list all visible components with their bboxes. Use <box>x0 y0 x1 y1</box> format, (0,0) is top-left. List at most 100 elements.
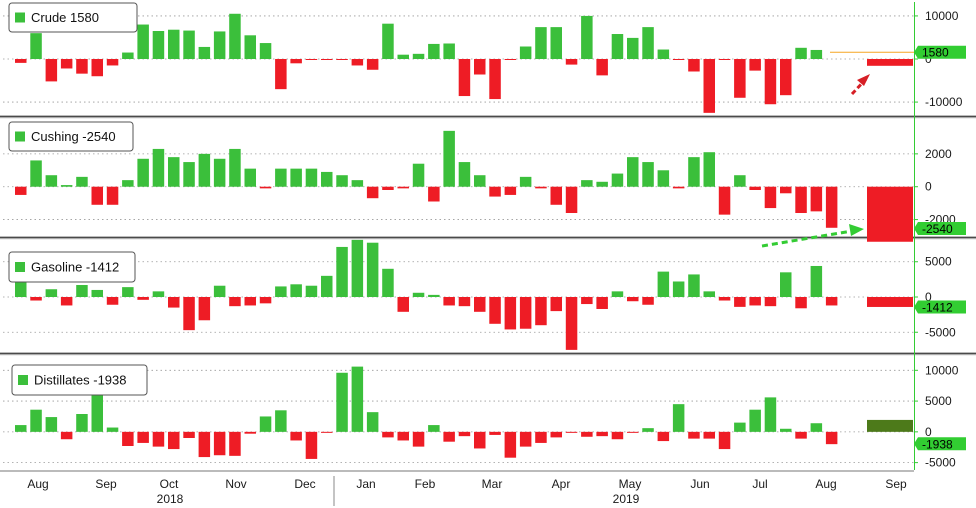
bar <box>825 186 838 228</box>
bar <box>780 272 792 297</box>
bar <box>106 297 119 305</box>
x-tick-label: Apr <box>552 477 571 491</box>
value-flag-label: -1938 <box>922 437 953 451</box>
bar <box>290 284 302 297</box>
bar <box>122 180 134 187</box>
bar <box>76 59 88 74</box>
value-flag-label: -1412 <box>922 300 953 314</box>
bar <box>627 37 639 59</box>
bar <box>15 59 27 63</box>
bar <box>749 409 761 432</box>
y-tick-label: 0 <box>925 425 932 439</box>
y-tick-label: 5000 <box>925 394 952 408</box>
bar <box>152 431 165 447</box>
x-tick-label: Nov <box>225 477 246 491</box>
bar <box>152 31 165 59</box>
bar <box>718 186 731 215</box>
bar <box>504 59 517 60</box>
bar <box>168 297 180 308</box>
bar <box>366 186 379 199</box>
y-tick-label: 0 <box>925 52 932 66</box>
bar <box>703 431 715 439</box>
bar <box>183 162 195 187</box>
bar <box>198 297 211 321</box>
bar <box>535 27 547 59</box>
bar <box>734 59 746 98</box>
latest-week-bar <box>867 419 913 432</box>
bar <box>336 175 348 187</box>
x-tick-label: Oct <box>160 477 179 491</box>
bar <box>627 431 639 433</box>
bar <box>795 297 807 309</box>
bar <box>76 176 88 187</box>
bar <box>106 59 119 66</box>
x-tick-label: Aug <box>27 477 48 491</box>
legend-box <box>11 364 148 396</box>
bar <box>810 49 823 59</box>
bar <box>30 297 42 301</box>
bar <box>351 366 364 432</box>
bar <box>76 285 88 297</box>
bar <box>428 186 440 202</box>
bar <box>718 431 731 450</box>
x-tick-label: Sep <box>885 477 907 491</box>
bar <box>458 59 471 97</box>
bar <box>152 148 165 187</box>
bar <box>535 431 547 443</box>
bar <box>642 297 654 305</box>
bar <box>30 409 42 432</box>
green-arrow-line <box>761 229 853 248</box>
bar <box>290 168 302 187</box>
legend-box <box>8 121 134 152</box>
bar <box>749 297 761 306</box>
bar <box>15 277 27 297</box>
legend: Gasoline -1412 <box>8 251 136 283</box>
x-tick-label: Jan <box>356 477 375 491</box>
bar <box>183 431 195 438</box>
bar <box>734 422 746 432</box>
bar <box>213 158 226 187</box>
bar <box>183 30 195 59</box>
latest-week-bar <box>867 297 913 307</box>
bar <box>275 59 287 90</box>
bar <box>581 431 593 437</box>
bar <box>672 186 685 189</box>
legend-label: Crude 1580 <box>31 10 99 25</box>
bar <box>642 27 654 59</box>
bar <box>168 157 180 187</box>
bar <box>321 59 333 60</box>
bar <box>581 180 593 187</box>
value-flag-label: 1580 <box>922 46 949 60</box>
bar <box>198 153 211 187</box>
bar <box>688 157 700 187</box>
bar <box>596 431 608 437</box>
bar <box>565 297 578 350</box>
bar <box>657 271 670 297</box>
bar <box>412 431 425 447</box>
bar <box>412 292 425 297</box>
bar <box>321 275 333 297</box>
legend-box <box>8 2 138 33</box>
y-tick-label: 0 <box>925 180 932 194</box>
bar <box>397 186 409 189</box>
bar <box>198 431 211 458</box>
bar <box>550 27 562 59</box>
bar <box>122 52 134 59</box>
legend-swatch <box>18 375 28 385</box>
bar <box>229 13 241 60</box>
bar <box>504 186 517 195</box>
bar <box>229 431 241 456</box>
bar <box>122 431 134 446</box>
bar <box>703 59 715 113</box>
bar <box>810 423 823 432</box>
bar <box>550 431 562 438</box>
bar <box>305 431 318 459</box>
bar <box>428 425 440 432</box>
bar <box>443 130 455 187</box>
x-tick-label: Jun <box>690 477 709 491</box>
bar <box>764 397 777 432</box>
bar <box>825 431 838 445</box>
bar <box>519 431 532 447</box>
bar <box>382 431 394 438</box>
